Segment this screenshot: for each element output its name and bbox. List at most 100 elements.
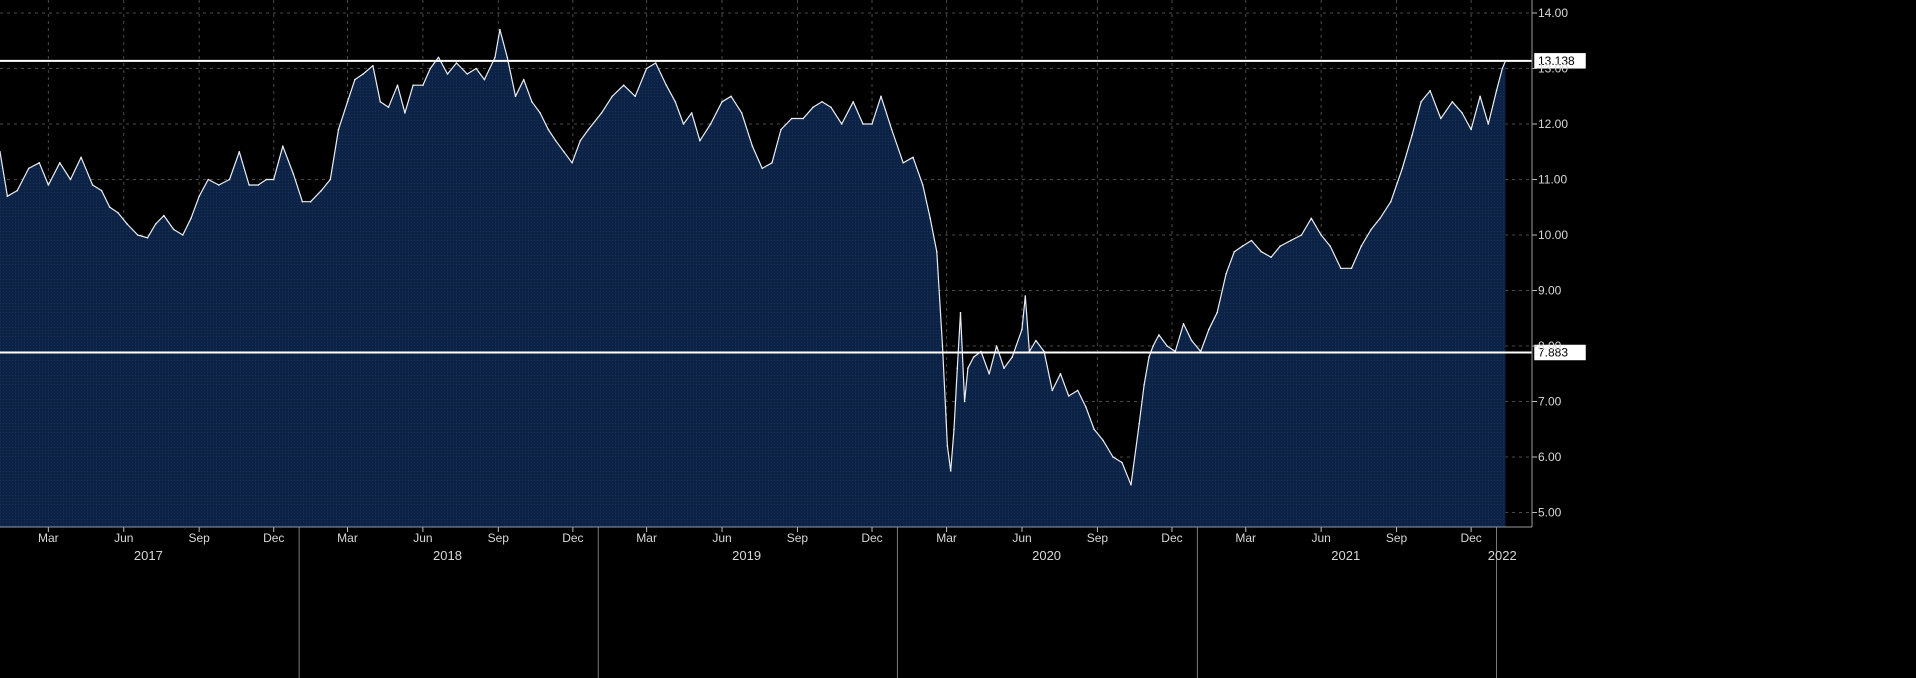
data-point — [238, 151, 241, 153]
data-point — [622, 84, 625, 86]
data-point — [47, 184, 50, 186]
data-point — [709, 123, 712, 125]
data-point — [1370, 228, 1372, 231]
data-point — [1487, 123, 1490, 125]
x-tick-label: Sep — [488, 531, 510, 545]
y-tick-label: 8.00 — [1538, 339, 1562, 353]
data-point — [466, 73, 469, 75]
reference-lines-layer: 13.138 7.883 — [0, 52, 1587, 361]
data-point — [59, 162, 61, 164]
data-point — [1320, 234, 1322, 236]
data-point — [1279, 245, 1281, 247]
data-point — [563, 151, 565, 153]
y-tick-label: 5.00 — [1538, 506, 1562, 520]
data-point — [539, 112, 541, 114]
data-point — [91, 184, 94, 186]
year-label: 2019 — [732, 548, 761, 563]
year-label: 2018 — [433, 548, 462, 563]
data-point — [329, 178, 332, 181]
data-point — [154, 223, 157, 225]
reference-label-box — [1533, 344, 1587, 361]
data-point — [163, 214, 165, 217]
data-point — [912, 156, 914, 159]
data-point — [936, 250, 938, 253]
data-point — [665, 84, 668, 86]
data-point — [172, 228, 175, 231]
data-point — [645, 67, 648, 70]
data-point — [1166, 345, 1168, 347]
data-point — [218, 184, 220, 186]
data-point — [740, 112, 743, 114]
y-tick-label: 13.00 — [1538, 62, 1568, 76]
data-point — [117, 212, 119, 214]
data-point — [571, 162, 573, 164]
data-point — [337, 128, 340, 131]
data-point — [69, 178, 72, 181]
data-point — [136, 234, 139, 236]
data-point — [301, 200, 304, 203]
data-point — [880, 95, 882, 98]
x-tick-label: Sep — [1087, 531, 1109, 545]
data-point — [0, 151, 1, 153]
x-tick-label: Sep — [188, 531, 210, 545]
data-point — [587, 128, 590, 131]
data-point — [1260, 250, 1263, 253]
data-point — [429, 67, 432, 70]
data-point — [1138, 422, 1140, 425]
data-point — [1035, 339, 1037, 342]
y-tick-label: 14.00 — [1538, 6, 1568, 20]
data-point — [1152, 345, 1154, 347]
y-tick-label: 12.00 — [1538, 117, 1568, 131]
data-point — [182, 234, 184, 236]
data-point — [862, 123, 864, 125]
x-tick-label: Dec — [562, 531, 583, 545]
year-label: 2017 — [134, 548, 163, 563]
x-tick-label: Mar — [337, 531, 358, 545]
x-axis: Mar Jun Sep Dec Mar Jun Sep Dec Mar Jun Sep Dec Mar J… — [0, 526, 1532, 678]
x-tick-label: Jun — [1311, 531, 1330, 545]
data-point — [1310, 217, 1313, 220]
data-point — [547, 128, 550, 131]
reference-label: 7.883 — [1538, 345, 1568, 359]
x-tick-label: Dec — [1161, 531, 1182, 545]
x-tick-label: Sep — [787, 531, 809, 545]
data-point — [1143, 384, 1145, 386]
data-point — [780, 128, 782, 131]
data-point — [1379, 217, 1381, 220]
data-point — [1093, 428, 1095, 431]
data-point — [282, 145, 284, 147]
data-point — [1440, 117, 1442, 120]
year-label: 2022 — [1488, 548, 1517, 563]
x-tick-label: Mar — [636, 531, 657, 545]
data-point — [1208, 328, 1210, 331]
x-tick-label: Sep — [1386, 531, 1408, 545]
data-point — [455, 62, 458, 64]
data-point — [1059, 373, 1062, 375]
x-tick-label: Jun — [413, 531, 432, 545]
data-point — [38, 162, 41, 164]
data-point — [1051, 389, 1054, 392]
data-point — [190, 217, 192, 220]
data-point — [1429, 89, 1431, 92]
data-point — [812, 106, 814, 109]
data-point — [967, 367, 969, 370]
series-area — [0, 29, 1506, 527]
series-line — [0, 29, 1507, 486]
data-point — [1360, 245, 1363, 247]
year-label: 2021 — [1331, 548, 1360, 563]
data-point — [207, 178, 209, 181]
data-point — [100, 189, 103, 192]
data-point — [995, 345, 998, 347]
data-point — [929, 217, 931, 220]
data-point — [1501, 67, 1504, 70]
data-point — [248, 184, 250, 186]
data-point — [1216, 311, 1218, 314]
data-point — [404, 112, 406, 114]
data-point — [1390, 200, 1392, 203]
data-point — [531, 101, 533, 103]
data-point — [1340, 267, 1342, 270]
data-point — [902, 162, 904, 164]
data-point — [1011, 356, 1013, 358]
data-point — [1102, 439, 1104, 442]
